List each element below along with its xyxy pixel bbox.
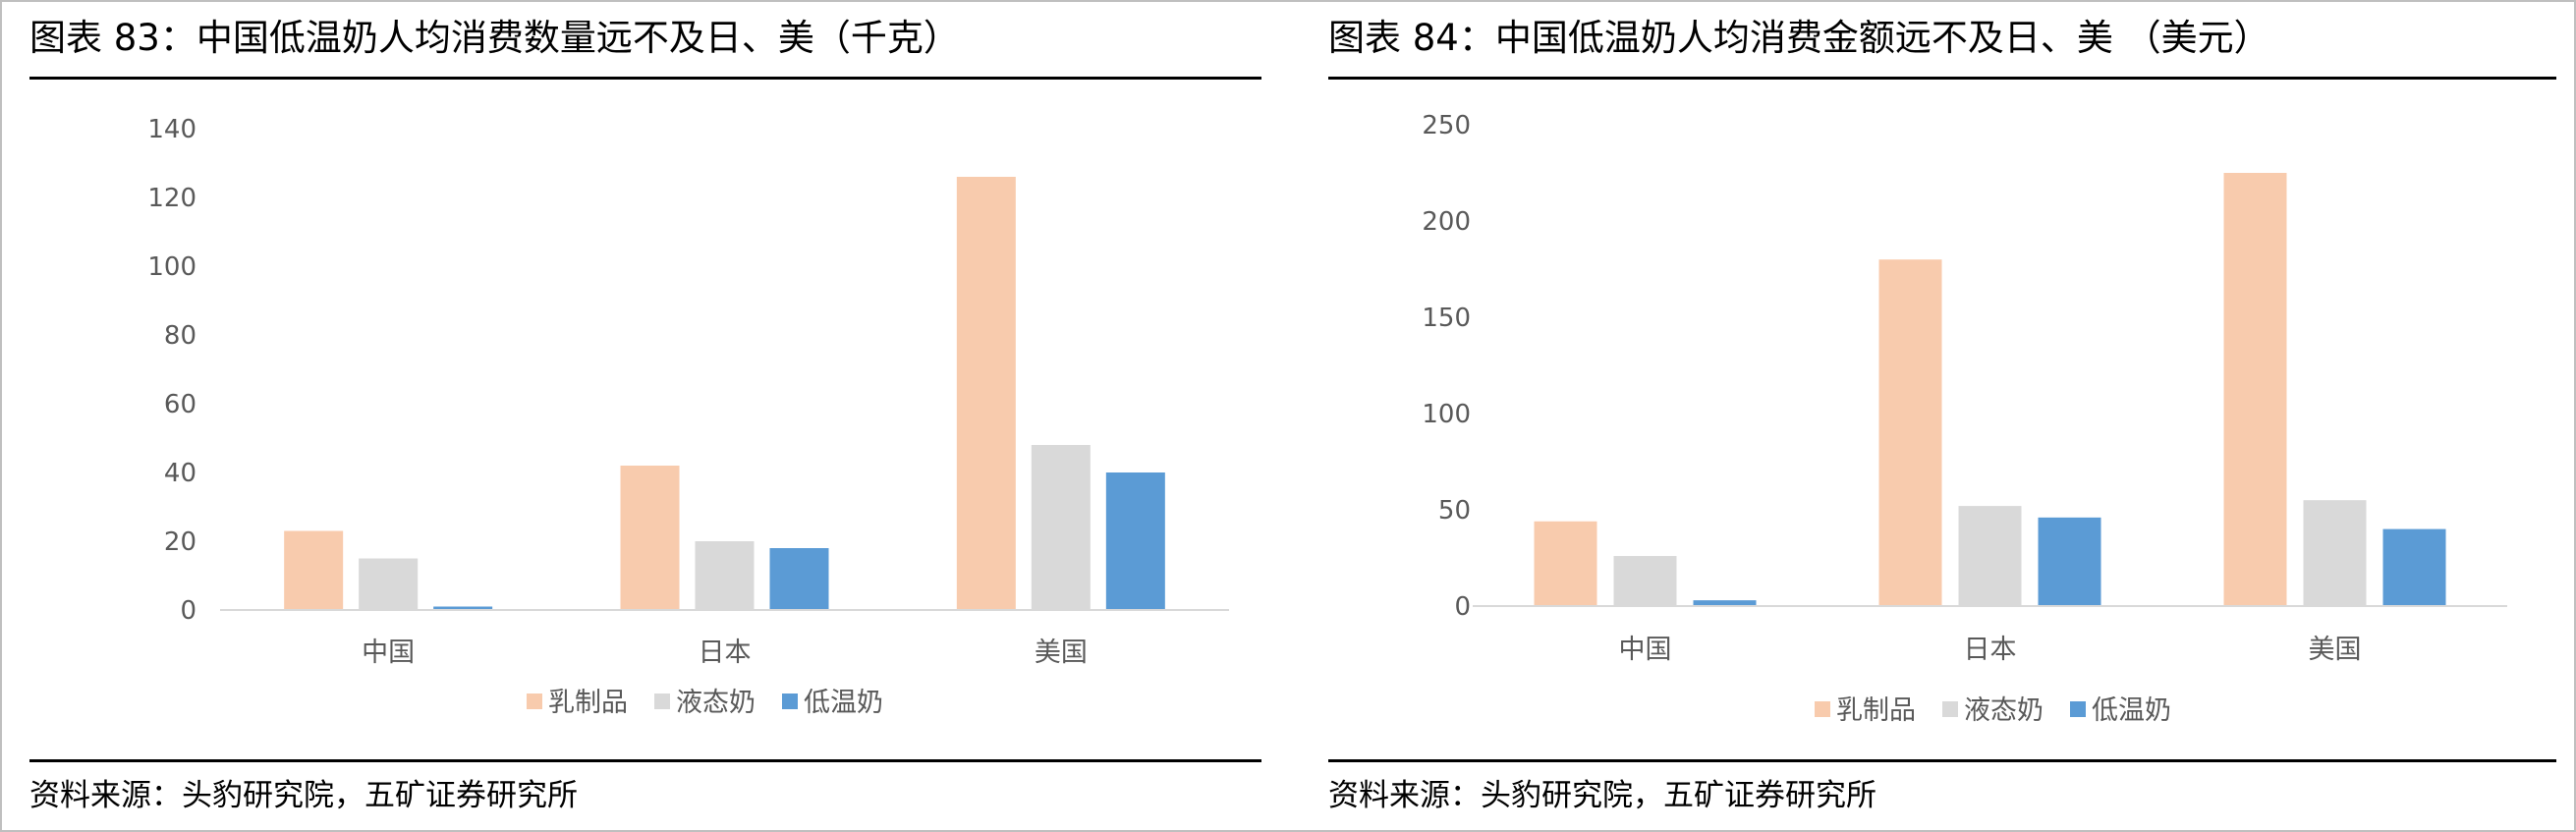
bar	[1105, 472, 1165, 610]
bar	[620, 466, 680, 610]
bar	[2038, 517, 2101, 606]
bar	[2223, 173, 2287, 606]
title-rule	[1328, 77, 2556, 80]
y-tick-label: 20	[164, 527, 196, 557]
bar	[2303, 500, 2367, 606]
bar	[2382, 528, 2446, 606]
legend-swatch	[1942, 701, 1958, 717]
y-tick-label: 40	[164, 459, 196, 488]
x-tick-label: 日本	[699, 638, 752, 668]
y-tick-label: 0	[180, 596, 196, 626]
legend-label: 乳制品	[1836, 695, 1916, 726]
y-tick-label: 80	[164, 321, 196, 351]
y-tick-label: 200	[1422, 207, 1471, 237]
x-tick-label: 中国	[362, 638, 415, 668]
source-note: 资料来源：头豹研究院，五矿证券研究所	[29, 778, 578, 813]
y-tick-label: 150	[1422, 304, 1471, 333]
chart-panel-spending: 图表 84：中国低温奶人均消费金额远不及日、美 （美元） 0 50 100 150 20…	[1328, 0, 2556, 832]
bar	[433, 606, 493, 610]
x-tick-label: 美国	[1035, 638, 1088, 668]
legend-label: 低温奶	[804, 688, 883, 718]
bar	[695, 541, 755, 610]
y-tick-label: 50	[1438, 496, 1471, 526]
x-tick-label: 美国	[2309, 635, 2362, 665]
chart-panel-quantity: 图表 83：中国低温奶人均消费数量远不及日、美（千克） 0 20 40 60 80 100…	[29, 0, 1261, 832]
bar	[769, 548, 829, 610]
y-tick-label: 100	[147, 252, 196, 282]
y-tick-label: 120	[147, 184, 196, 213]
legend-swatch	[654, 693, 670, 709]
y-tick-label: 140	[147, 115, 196, 144]
y-tick-label: 60	[164, 390, 196, 419]
legend-label: 液态奶	[1964, 695, 2044, 726]
legend-swatch	[1815, 701, 1830, 717]
bar	[359, 558, 419, 610]
source-rule	[1328, 759, 2556, 762]
source-note: 资料来源：头豹研究院，五矿证券研究所	[1328, 778, 1876, 813]
x-tick-label: 日本	[1964, 635, 2017, 665]
legend-swatch	[782, 693, 798, 709]
legend-label: 低温奶	[2092, 695, 2171, 726]
y-tick-label: 250	[1422, 111, 1471, 140]
bar	[956, 177, 1016, 610]
bar	[1534, 521, 1597, 606]
legend-swatch	[2070, 701, 2086, 717]
legend-label: 液态奶	[676, 688, 756, 718]
y-tick-label: 100	[1422, 400, 1471, 429]
bar	[1958, 506, 2022, 606]
bar	[284, 530, 344, 610]
y-tick-label: 0	[1454, 592, 1471, 622]
bar	[1878, 259, 1942, 606]
legend-swatch	[527, 693, 542, 709]
source-rule	[29, 759, 1261, 762]
title-rule	[29, 77, 1261, 80]
bar	[1613, 556, 1677, 606]
chart-title: 图表 83：中国低温奶人均消费数量远不及日、美（千克）	[29, 17, 960, 59]
chart-title: 图表 84：中国低温奶人均消费金额远不及日、美 （美元）	[1328, 17, 2270, 59]
x-tick-label: 中国	[1619, 635, 1672, 665]
bar	[1693, 600, 1757, 606]
legend-label: 乳制品	[548, 688, 628, 718]
bar	[1031, 445, 1091, 610]
